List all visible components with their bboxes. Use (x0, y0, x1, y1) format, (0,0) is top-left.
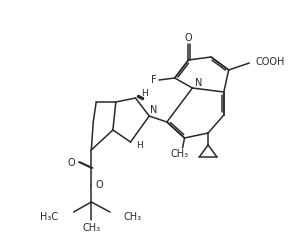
Text: H₃C: H₃C (40, 212, 58, 222)
Text: H: H (136, 142, 143, 151)
Text: CH₃: CH₃ (124, 212, 142, 222)
Text: COOH: COOH (255, 57, 285, 67)
Text: O: O (95, 180, 103, 190)
Text: N: N (195, 78, 202, 88)
Text: CH₃: CH₃ (82, 223, 100, 233)
Text: H: H (141, 89, 148, 98)
Text: O: O (185, 33, 192, 43)
Text: N: N (150, 105, 158, 115)
Text: CH₃: CH₃ (171, 149, 189, 159)
Text: O: O (68, 158, 75, 168)
Text: F: F (151, 75, 157, 85)
